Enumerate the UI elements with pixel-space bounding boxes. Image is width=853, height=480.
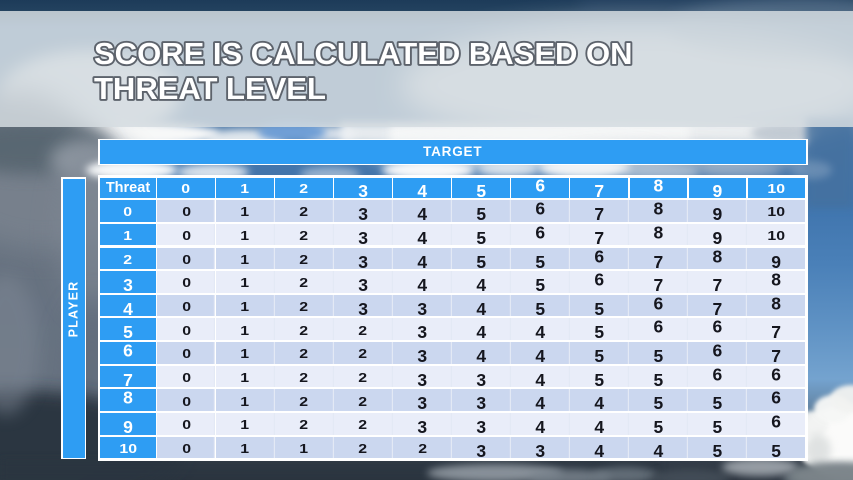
svg-text:THREAT LEVEL: THREAT LEVEL — [94, 71, 326, 106]
svg-text:SCORE IS CALCULATED BASED ON: SCORE IS CALCULATED BASED ON — [94, 36, 633, 71]
